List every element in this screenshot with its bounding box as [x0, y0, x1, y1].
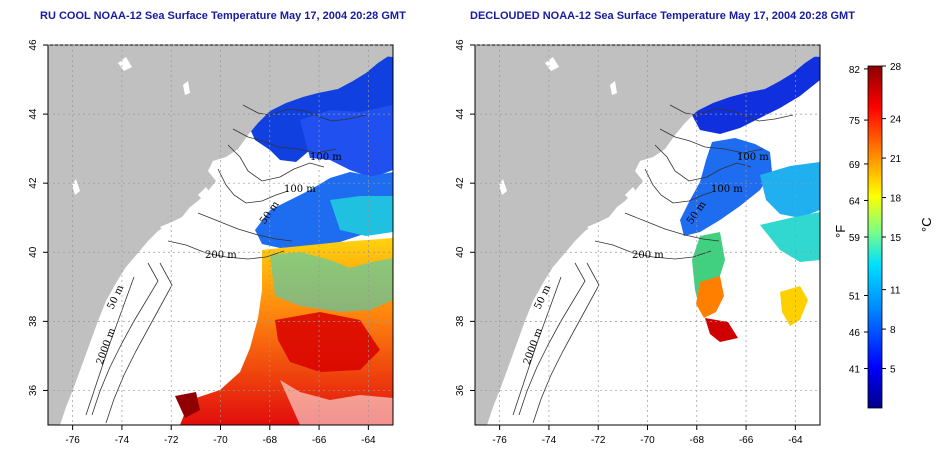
x-tick-label-left-3: -70 [213, 435, 228, 446]
fahrenheit-tick-label-1: 75 [849, 116, 861, 127]
y-tick-label-left-5: 36 [28, 384, 39, 396]
x-tick-label-right-4: -68 [690, 435, 705, 446]
y-tick-label-right-4: 38 [455, 315, 466, 327]
contour-label-left-100m-upper: 100 m [310, 152, 342, 163]
y-tick-label-left-2: 42 [28, 177, 39, 189]
x-tick-label-right-3: -70 [640, 435, 655, 446]
fahrenheit-tick-label-7: 41 [849, 365, 861, 376]
celsius-tick-label-3: 18 [890, 194, 902, 205]
fahrenheit-tick-label-3: 64 [849, 196, 861, 207]
y-tick-label-left-3: 40 [28, 246, 39, 258]
x-tick-label-left-5: -66 [312, 435, 327, 446]
contour-label-right-100m-upper: 100 m [737, 152, 769, 163]
x-tick-label-left-4: -68 [263, 435, 278, 446]
left-grid [48, 44, 393, 425]
fahrenheit-unit-label: °F [833, 225, 848, 238]
contour-label-left-100m-lower: 100 m [284, 184, 316, 195]
x-tick-label-right-5: -66 [739, 435, 754, 446]
contour-label-right-100m-lower: 100 m [711, 184, 743, 195]
right-map-title: DECLOUDED NOAA-12 Sea Surface Temperatur… [470, 10, 855, 22]
celsius-tick-label-5: 11 [890, 286, 901, 297]
x-tick-label-left-6: -64 [361, 435, 376, 446]
x-tick-label-right-2: -72 [591, 435, 606, 446]
celsius-tick-label-4: 15 [890, 233, 902, 244]
celsius-tick-label-7: 5 [890, 365, 896, 376]
x-tick-label-left-2: -72 [164, 435, 179, 446]
contour-label-right-200m: 200 m [632, 250, 664, 261]
celsius-tick-label-2: 21 [890, 154, 902, 165]
fahrenheit-tick-label-2: 69 [849, 160, 861, 171]
y-tick-label-right-0: 46 [455, 39, 466, 51]
right-map-panel: 100 m 100 m 50 m 200 m 50 m 2000 m [474, 44, 821, 426]
y-tick-label-right-3: 40 [455, 246, 466, 258]
celsius-unit-label: °C [919, 217, 934, 232]
colorbar: 28 24 21 18 15 11 8 5 82 75 69 64 59 51 46 41 °F °C [833, 62, 934, 409]
left-map-title: RU COOL NOAA-12 Sea Surface Temperature … [40, 10, 406, 22]
x-tick-label-right-0: -76 [492, 435, 507, 446]
x-tick-label-right-1: -74 [542, 435, 557, 446]
y-tick-label-left-4: 38 [28, 315, 39, 327]
x-tick-label-left-1: -74 [115, 435, 130, 446]
fahrenheit-tick-label-6: 46 [849, 328, 861, 339]
fahrenheit-tick-label-5: 51 [849, 291, 861, 302]
fahrenheit-tick-label-0: 82 [849, 65, 861, 76]
y-tick-label-right-2: 42 [455, 177, 466, 189]
celsius-tick-label-1: 24 [890, 115, 902, 126]
colorbar-gradient [867, 65, 883, 409]
x-tick-label-left-0: -76 [65, 435, 80, 446]
right-grid [475, 44, 820, 425]
y-tick-label-left-0: 46 [28, 39, 39, 51]
y-tick-label-right-1: 44 [455, 108, 466, 120]
contour-label-left-200m: 200 m [205, 250, 237, 261]
axis-ticks: -76 -74 -72 -70 -68 -66 -64 46 44 42 40 38 36 -76 -74 -… [28, 39, 803, 446]
celsius-tick-label-6: 8 [890, 325, 896, 336]
y-tick-label-right-5: 36 [455, 384, 466, 396]
celsius-tick-label-0: 28 [890, 62, 902, 73]
fahrenheit-tick-label-4: 59 [849, 233, 861, 244]
x-tick-label-right-6: -64 [788, 435, 803, 446]
y-tick-label-left-1: 44 [28, 108, 39, 120]
